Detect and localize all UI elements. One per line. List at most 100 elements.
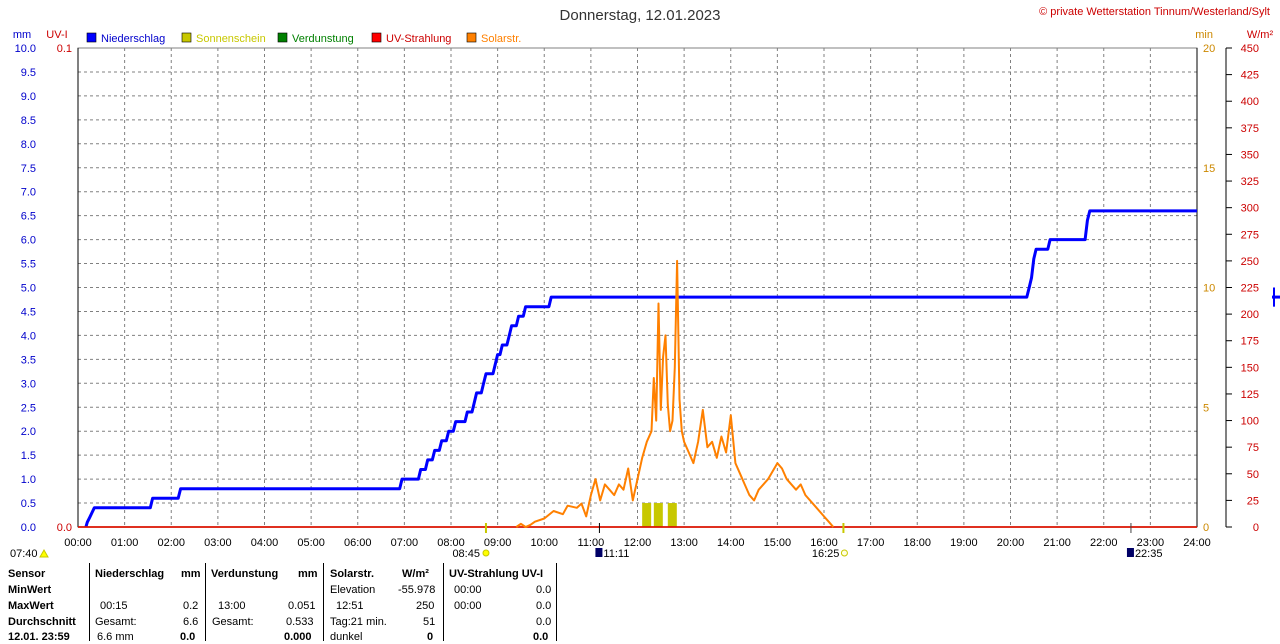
sunshine-bar <box>642 503 652 527</box>
wm2-tick-label: 275 <box>1241 229 1259 241</box>
legend-swatch <box>371 32 382 43</box>
rain-unit: mm <box>181 568 201 580</box>
maxwert-label: MaxWert <box>8 600 54 612</box>
time-tick-label: 14:00 <box>717 537 745 549</box>
solar-unit: W/m² <box>402 568 429 580</box>
time-tick-label: 12:00 <box>624 537 652 549</box>
mm-tick-label: 3.5 <box>21 354 36 366</box>
solar-dark-label: dunkel <box>330 631 363 643</box>
solar-tag-label: Tag:21 min. <box>330 616 387 628</box>
time-tick-label: 18:00 <box>903 537 931 549</box>
mm-tick-label: 6.0 <box>21 235 36 247</box>
legend-label: UV-Strahlung <box>386 33 451 45</box>
divider <box>323 563 324 641</box>
time-tick-label: 02:00 <box>157 537 185 549</box>
wm2-tick-label: 400 <box>1241 96 1259 108</box>
sunshine-bar <box>667 503 677 527</box>
minwert-label: MinWert <box>8 584 52 596</box>
divider <box>556 563 557 641</box>
mm-tick-label: 8.0 <box>21 139 36 151</box>
time-tick-label: 20:00 <box>997 537 1025 549</box>
min-tick-label: 20 <box>1203 43 1215 55</box>
right-unit-wm2: W/m² <box>1247 29 1274 41</box>
rain-last-text: 6.6 mm <box>97 631 134 643</box>
time-tick-label: 24:00 <box>1183 537 1211 549</box>
time-tick-label: 10:00 <box>530 537 558 549</box>
legend: Niederschlag Sonnenschein Verdunstung UV-St… <box>86 32 521 45</box>
legend-swatch <box>86 32 97 43</box>
time-tick-label: 13:00 <box>670 537 698 549</box>
solar-elev-val: -55.978 <box>398 584 436 596</box>
mm-tick-label: 9.0 <box>21 91 36 103</box>
chart-title: Donnerstag, 12.01.2023 <box>560 7 721 24</box>
uv-max-val: 0.0 <box>536 600 552 612</box>
wm2-tick-label: 325 <box>1241 176 1259 188</box>
legend-label: Sonnenschein <box>196 33 266 45</box>
solar-max-val: 250 <box>416 600 435 612</box>
wm2-tick-label: 100 <box>1241 416 1259 428</box>
min-tick-label: 0 <box>1203 522 1209 534</box>
mm-tick-label: 4.0 <box>21 330 36 342</box>
min-tick-label: 5 <box>1203 402 1209 414</box>
time-tick-label: 03:00 <box>204 537 232 549</box>
time-tick-label: 05:00 <box>297 537 325 549</box>
evap-max-val: 0.051 <box>288 600 316 612</box>
wm2-tick-label: 150 <box>1241 362 1259 374</box>
noon-icon <box>595 548 603 557</box>
axis-labels: 0.0 0.5 1.0 1.5 2.0 2.5 3.0 3.5 4.0 4.5 5.0 5.5 6.0 6… <box>15 43 1259 549</box>
uv-tick-label: 0.1 <box>57 43 72 55</box>
mm-tick-label: 3.0 <box>21 378 36 390</box>
time-tick-label: 07:00 <box>391 537 419 549</box>
right-unit-min: min <box>1195 29 1213 41</box>
stats-table: Sensor MinWert MaxWert Durchschnitt 12.0… <box>0 563 560 643</box>
grid <box>77 47 1227 528</box>
wm2-tick-label: 425 <box>1241 70 1259 82</box>
legend-label: Niederschlag <box>101 33 165 45</box>
time-tick-label: 22:00 <box>1090 537 1118 549</box>
rain-last-val: 0.0 <box>180 631 196 643</box>
legend-label: Verdunstung <box>292 33 354 45</box>
uv-title: UV-Strahlung UV-I <box>449 568 544 580</box>
markers-group: 07:40 08:45 11:11 16:25 22:35 <box>10 523 1162 560</box>
min-tick-label: 10 <box>1203 283 1215 295</box>
wm2-tick-label: 50 <box>1247 469 1259 481</box>
sunshine-bar <box>653 503 663 527</box>
rain-max-val: 0.2 <box>183 600 199 612</box>
uv-last-val: 0.0 <box>533 631 549 643</box>
time-tick-label: 21:00 <box>1043 537 1071 549</box>
mm-tick-label: 10.0 <box>15 43 36 55</box>
solar-elev-label: Elevation <box>330 584 376 596</box>
uv-min-val: 0.0 <box>536 584 552 596</box>
evap-unit: mm <box>298 568 318 580</box>
legend-swatch <box>466 32 477 43</box>
min-tick-label: 15 <box>1203 163 1215 175</box>
wm2-tick-label: 75 <box>1247 442 1259 454</box>
sun-icon <box>482 549 490 557</box>
solar-title: Solarstr. <box>330 568 375 580</box>
left-unit-uv: UV-I <box>46 29 67 41</box>
durchschnitt-label: Durchschnitt <box>8 616 76 628</box>
dawn-time: 08:45 <box>452 548 480 560</box>
legend-label: Solarstr. <box>481 33 521 45</box>
sensor-label: Sensor <box>8 568 46 580</box>
wm2-tick-label: 350 <box>1241 149 1259 161</box>
uv-tick-label: 0.0 <box>57 522 72 534</box>
time-tick-label: 00:00 <box>64 537 92 549</box>
mm-tick-label: 1.5 <box>21 450 36 462</box>
rain-total-label: Gesamt: <box>95 616 137 628</box>
uv-min-time: 00:00 <box>454 584 482 596</box>
mm-tick-label: 9.5 <box>21 67 36 79</box>
noon-time: 11:11 <box>603 548 629 560</box>
evap-max-time: 13:00 <box>218 600 246 612</box>
time-tick-label: 06:00 <box>344 537 372 549</box>
legend-swatch <box>277 32 288 43</box>
mm-tick-label: 5.5 <box>21 259 36 271</box>
wm2-tick-label: 300 <box>1241 203 1259 215</box>
mm-tick-label: 7.0 <box>21 187 36 199</box>
series-line-solarstr <box>515 259 835 528</box>
rain-title: Niederschlag <box>95 568 165 580</box>
mm-tick-label: 1.0 <box>21 474 36 486</box>
mm-tick-label: 5.0 <box>21 283 36 295</box>
datetime-label: 12.01. 23:59 <box>8 631 70 643</box>
